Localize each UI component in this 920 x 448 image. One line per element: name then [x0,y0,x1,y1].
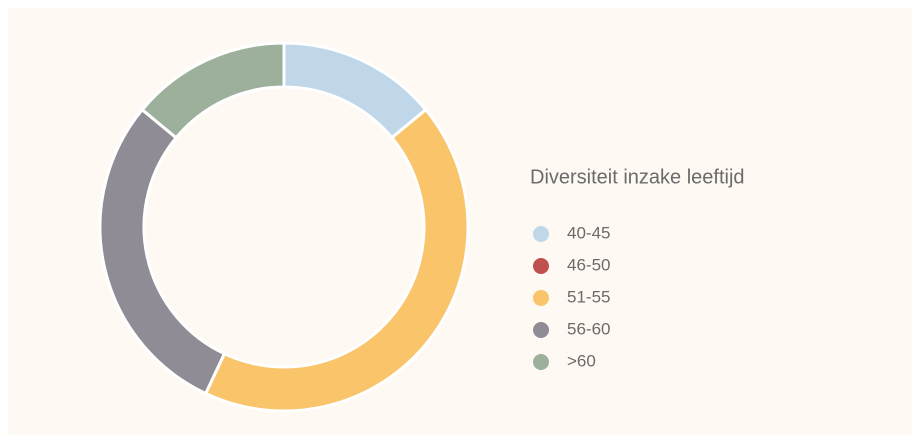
legend-label: 40-45 [567,223,610,242]
legend-swatch [533,322,549,338]
legend-label: 56-60 [567,319,610,338]
legend-swatch [533,354,549,370]
donut-segment [203,107,470,413]
donut-segment [140,41,286,140]
legend-label: 46-50 [567,255,610,274]
legend-label: >60 [567,351,596,370]
chart-title: Diversiteit inzake leeftijd [530,166,745,188]
legend-label: 51-55 [567,287,610,306]
legend-swatch [533,290,549,306]
legend-swatch [533,226,549,242]
legend-swatch [533,258,549,274]
